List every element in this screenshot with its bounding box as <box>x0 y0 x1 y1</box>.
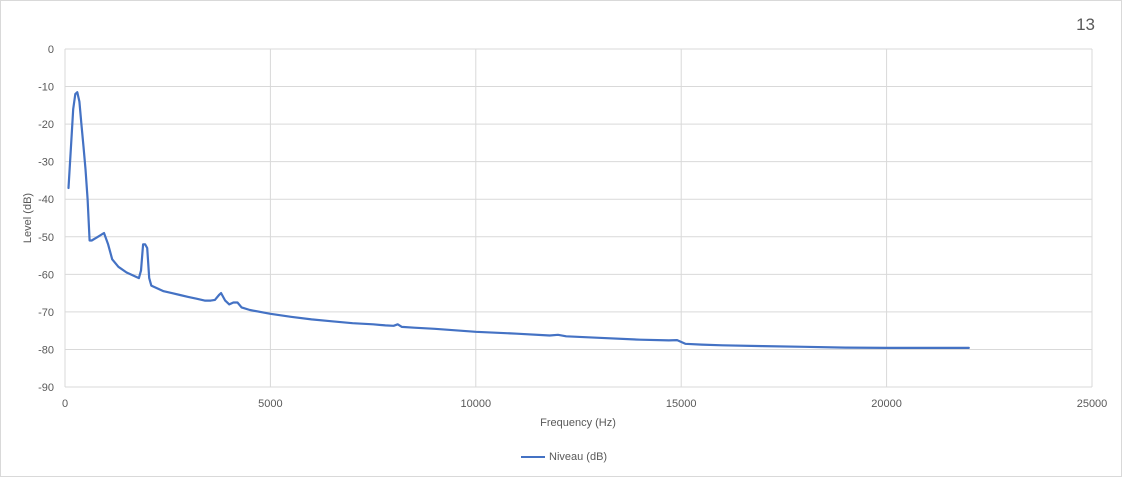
y-tick-label: -20 <box>38 119 54 131</box>
page-number: 13 <box>1076 15 1095 34</box>
y-tick-label: 0 <box>48 44 54 56</box>
x-axis-ticks: 0 5000 10000 15000 20000 25000 <box>62 398 1107 410</box>
y-tick-label: -40 <box>38 194 54 206</box>
gridlines <box>64 48 1093 388</box>
y-tick-label: -30 <box>38 157 54 169</box>
y-tick-label: -10 <box>38 82 54 94</box>
x-tick-label: 20000 <box>871 398 902 410</box>
series-line-niveau <box>67 91 970 349</box>
legend-line-swatch <box>521 456 545 458</box>
x-tick-label: 25000 <box>1077 398 1108 410</box>
y-tick-label: -70 <box>38 307 54 319</box>
y-tick-label: -90 <box>38 382 54 394</box>
legend-label: Niveau (dB) <box>549 451 608 463</box>
x-tick-label: 5000 <box>258 398 282 410</box>
y-axis-ticks: 0 -10 -20 -30 -40 -50 -60 -70 -80 -90 <box>38 44 54 394</box>
x-tick-label: 0 <box>62 398 68 410</box>
x-tick-label: 10000 <box>461 398 492 410</box>
x-axis-title: Frequency (Hz) <box>540 417 616 429</box>
y-tick-label: -50 <box>38 232 54 244</box>
x-tick-label: 15000 <box>666 398 697 410</box>
y-tick-label: -80 <box>38 344 54 356</box>
legend: Niveau (dB) <box>521 451 607 463</box>
y-tick-label: -60 <box>38 269 54 281</box>
y-axis-title: Level (dB) <box>22 193 34 243</box>
